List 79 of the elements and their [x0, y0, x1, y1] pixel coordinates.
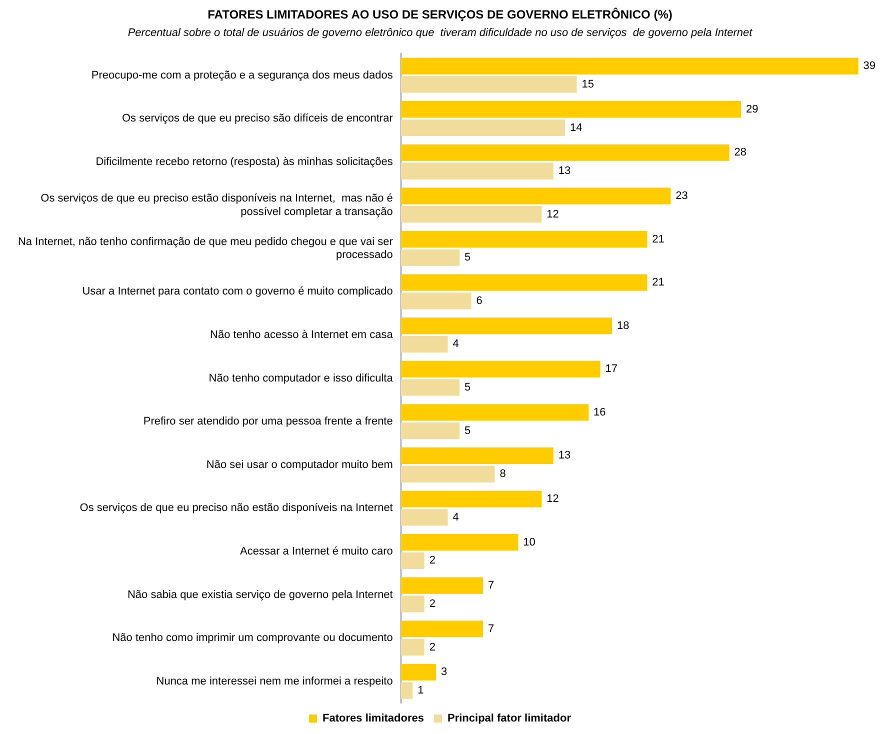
data-label: 7 [488, 580, 494, 592]
legend-label: Fatores limitadores [322, 712, 424, 725]
bar [400, 188, 671, 204]
data-label: 13 [558, 165, 571, 178]
bar [400, 119, 566, 136]
y-tick-label: Os serviços de que eu preciso não estão disponíveis na Internet [80, 502, 393, 514]
data-label: 16 [594, 406, 606, 418]
data-label: 7 [488, 622, 494, 635]
bar [400, 664, 436, 680]
bar [400, 230, 648, 248]
data-label: 39 [863, 60, 876, 72]
data-label: 12 [546, 493, 559, 506]
y-tick-label: Usar a Internet para contato com o governo é muito complicado [82, 286, 393, 298]
bar [400, 318, 612, 334]
y-tick-label: Os serviços de que eu preciso estão disponíveis na Internet, mas não é possível completar a transação [40, 192, 393, 218]
y-tick-label: Não tenho como imprimir um comprovante ou documento [112, 632, 393, 644]
data-label: 23 [676, 190, 688, 202]
bar [400, 620, 483, 638]
bar [400, 336, 448, 352]
bar [400, 490, 542, 508]
chart-title: FATORES LIMITADORES AO USO DE SERVIÇOS DE GOVERNO ELETRÔNICO (%) [208, 8, 672, 22]
bar [400, 58, 858, 74]
data-label: 14 [570, 122, 582, 134]
bar [400, 274, 648, 291]
y-tick-label: Acessar a Internet é muito caro [240, 546, 393, 558]
y-tick-label: Dificilmente recebo retorno (resposta) às minhas solicitações [96, 156, 394, 168]
data-label: 2 [429, 598, 436, 610]
y-tick-label: Prefiro ser atendido por uma pessoa frente a frente [143, 416, 393, 428]
bar [400, 534, 518, 551]
bar [400, 292, 472, 310]
bar [400, 422, 460, 440]
legend-label: Principal fator limitador [448, 712, 572, 725]
bar [400, 596, 424, 612]
y-tick-label: Na Internet, não tenho confirmação de que meu pedido chegou e que vai ser processado [18, 236, 394, 262]
bar [400, 682, 413, 699]
y-tick-label: Não tenho acesso à Internet em casa [210, 329, 394, 342]
bar [400, 466, 495, 482]
data-label: 5 [464, 382, 471, 394]
data-label: 13 [558, 450, 571, 462]
data-label: 21 [652, 233, 664, 246]
chart-subtitle: Percentual sobre o total de usuários de governo eletrônico que tiveram dificuldade no uso de serviços de governo pela Internet [128, 27, 754, 40]
y-tick-label: Não tenho computador e isso dificulta [208, 372, 394, 384]
bar [400, 249, 460, 266]
y-tick-label: Não sabia que existia serviço de governo pela Internet [127, 588, 393, 601]
data-label: 10 [523, 536, 536, 548]
data-label: 3 [441, 666, 448, 678]
bar [400, 360, 600, 378]
bar [400, 509, 448, 526]
bar [400, 447, 554, 464]
bar [400, 404, 589, 421]
data-label: 6 [476, 294, 482, 307]
data-label: 15 [582, 78, 594, 90]
data-label: 2 [429, 641, 436, 654]
bar [400, 638, 424, 656]
data-label: 8 [500, 468, 506, 480]
data-label: 2 [429, 554, 436, 567]
data-label: 29 [746, 103, 758, 116]
y-tick-label: Nunca me interessei nem me informei a respeito [156, 675, 393, 688]
data-label: 18 [616, 320, 630, 332]
bar [400, 162, 554, 180]
data-label: 21 [652, 276, 664, 289]
data-label: 5 [464, 424, 471, 437]
data-label: 17 [605, 363, 618, 376]
data-label: 28 [734, 146, 747, 159]
bar [400, 144, 730, 161]
bar [400, 101, 741, 118]
y-tick-label: Não sei usar o computador muito bem [206, 458, 393, 471]
y-tick-label: Os serviços de que eu preciso são difíceis de encontrar [122, 112, 394, 125]
data-label: 5 [464, 252, 471, 264]
bar [400, 206, 542, 223]
bar [400, 552, 424, 569]
bar [400, 577, 483, 594]
bar [400, 76, 577, 93]
data-label: 4 [452, 511, 459, 524]
bar [400, 379, 460, 396]
data-label: 1 [418, 684, 424, 697]
data-label: 12 [546, 208, 559, 220]
y-tick-label: Preocupo-me com a proteção e a segurança dos meus dados [91, 69, 394, 82]
data-label: 4 [452, 338, 459, 350]
